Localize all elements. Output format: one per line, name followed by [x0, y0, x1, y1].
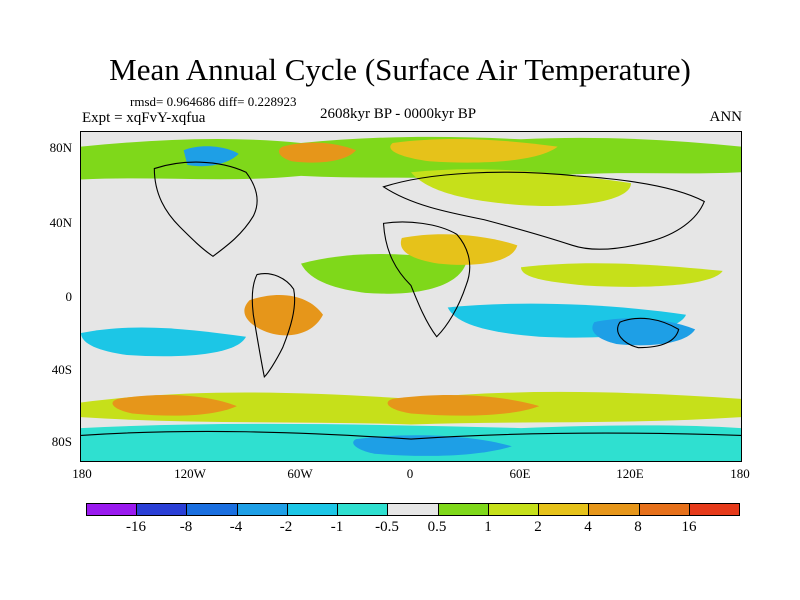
map-title: Mean Annual Cycle (Surface Air Temperatu… — [109, 52, 691, 87]
colorbar-swatch — [237, 504, 288, 515]
africa-coast — [382, 221, 471, 338]
south-america-coast — [251, 273, 296, 379]
colorbar-label: -1 — [330, 519, 344, 535]
lat-label: 80S — [51, 434, 72, 449]
colorbar-label: 8 — [634, 519, 642, 535]
lat-label: 40N — [49, 215, 72, 230]
colorbar — [86, 503, 740, 516]
colorbar-swatch — [438, 504, 489, 515]
north-africa-warm — [400, 234, 518, 265]
colorbar-swatch — [589, 504, 640, 515]
colorbar-label: -8 — [179, 519, 193, 535]
colorbar-label: -2 — [279, 519, 293, 535]
atlantic-tropics — [301, 253, 466, 294]
colorbar-label: 1 — [484, 519, 492, 535]
lat-label: 0 — [65, 289, 73, 304]
south-america-warm — [244, 295, 323, 336]
colorbar-swatch — [539, 504, 590, 515]
colorbar-label: 0.5 — [427, 519, 447, 535]
colorbar-label: 4 — [584, 519, 592, 535]
lon-label: 0 — [406, 466, 414, 481]
siberia-warm-patch — [390, 138, 558, 163]
lon-label: 60W — [287, 466, 313, 481]
southern-ocean-orange-2 — [387, 395, 540, 416]
arctic-warm-band — [81, 136, 741, 180]
arctic-cold-patch — [183, 146, 239, 167]
colorbar-swatch — [639, 504, 690, 515]
rmsd-diff-stats: rmsd= 0.964686 diff= 0.228923 — [130, 94, 297, 109]
lon-label: 120W — [174, 466, 206, 481]
lon-label: 60E — [509, 466, 531, 481]
pacific-tropics — [521, 263, 723, 287]
colorbar-label: -0.5 — [375, 519, 399, 535]
lon-label: 120E — [616, 466, 644, 481]
lon-label: 180 — [730, 466, 750, 481]
south-pacific-cold — [81, 327, 246, 357]
colorbar-label: 2 — [534, 519, 542, 535]
colorbar-swatch — [87, 504, 138, 515]
colorbar-label: 16 — [681, 519, 697, 535]
australia-coast — [617, 317, 680, 349]
colorbar-swatch — [388, 504, 439, 515]
season-label: ANN — [709, 109, 743, 125]
central-asia-green — [411, 169, 631, 207]
colorbar-swatch — [187, 504, 238, 515]
lat-label: 80N — [49, 140, 72, 155]
temperature-anomaly-map — [80, 131, 742, 462]
north-america-coast — [153, 161, 258, 257]
colorbar-label: -16 — [126, 519, 146, 535]
colorbar-swatch — [287, 504, 339, 515]
lon-label: 180 — [72, 466, 92, 481]
colorbar-swatch — [137, 504, 188, 515]
greenland-warm-patch — [278, 142, 356, 163]
colorbar-swatch — [338, 504, 389, 515]
period-label: 2608kyr BP - 0000kyr BP — [320, 106, 477, 122]
colorbar-label: -4 — [229, 519, 243, 535]
colorbar-swatch — [689, 504, 740, 515]
eurasia-coast — [382, 171, 706, 250]
lat-label: 40S — [51, 362, 72, 377]
antarctic-blue-patch — [353, 435, 512, 456]
southern-ocean-orange-1 — [112, 395, 237, 416]
experiment-label: Expt = xqFvY-xqfua — [82, 110, 206, 126]
coastlines — [81, 161, 741, 440]
antarctica-coast — [81, 430, 741, 440]
colorbar-swatch — [488, 504, 540, 515]
